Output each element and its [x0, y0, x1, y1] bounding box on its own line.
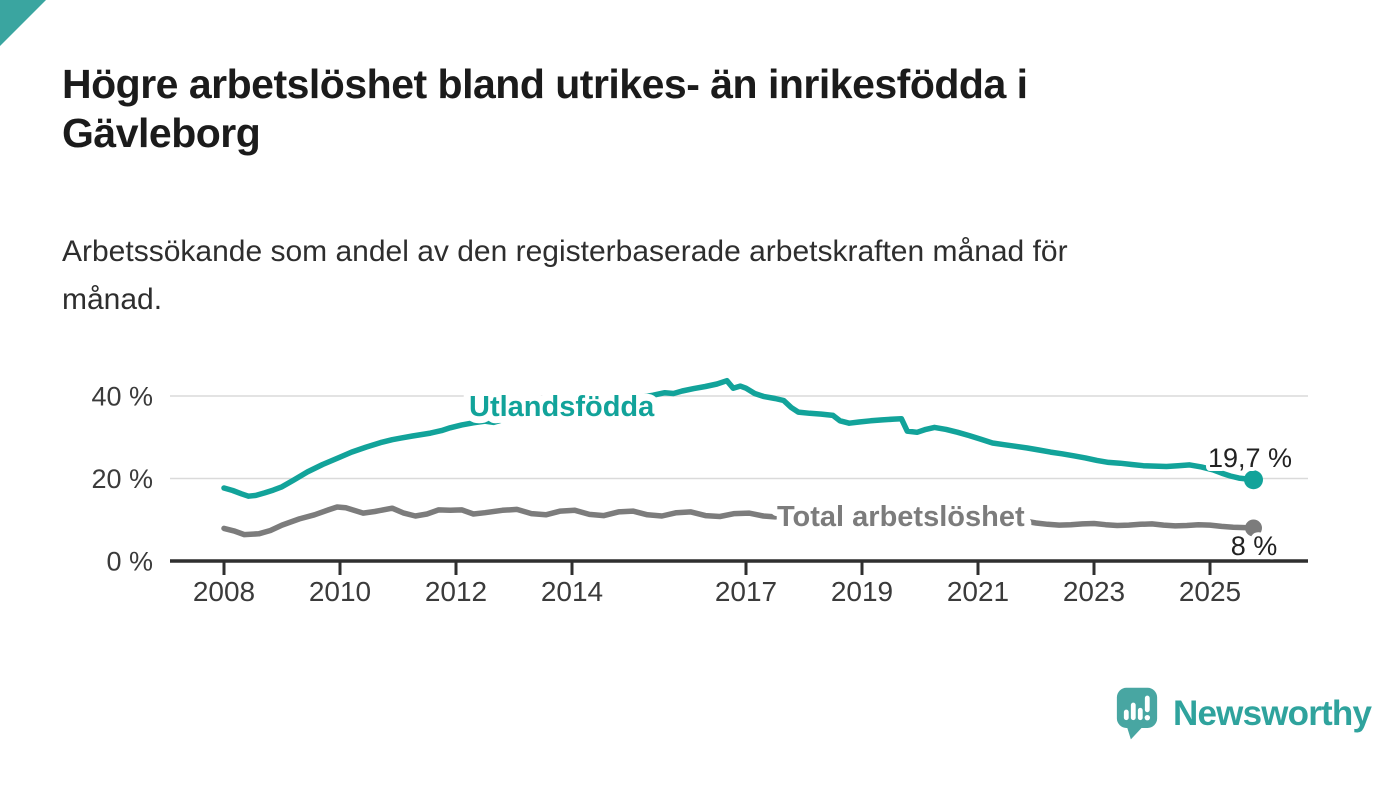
- logo-bar-tall: [1130, 702, 1136, 721]
- end-value-label-utlandsfodda: 19,7 %: [1208, 443, 1292, 473]
- chart-grid-layer: 0 % 20 % 40 %: [91, 382, 1308, 577]
- x-axis-tick-label: 2012: [425, 576, 487, 607]
- y-axis-tick-label: 20 %: [91, 464, 153, 494]
- series-end-dot: [1244, 470, 1263, 490]
- page-title: Högre arbetslöshet bland utrikes- än inr…: [62, 61, 1028, 156]
- logo-exclamation-bar: [1144, 695, 1150, 713]
- x-axis-tick-label: 2008: [193, 576, 255, 607]
- series-end-dot: [1245, 519, 1262, 537]
- newsworthy-logo-text: Newsworthy: [1173, 694, 1372, 733]
- newsworthy-logo-icon: [1116, 687, 1158, 740]
- chart-series-layer: [221, 377, 1263, 538]
- end-value-label-total: 8 %: [1231, 531, 1278, 561]
- chart-axis-layer: 2008 2010 2012 2014 2017 2019 2021 2023 2025: [170, 559, 1308, 607]
- x-axis-tick-label: 2023: [1063, 576, 1125, 607]
- x-axis-tick-label: 2017: [715, 576, 777, 607]
- series-line-utlandsf-dda: [221, 377, 1257, 499]
- series-line-total-arbetsl-shet: [221, 504, 1257, 538]
- logo-exclamation-dot: [1144, 714, 1151, 721]
- x-axis-tick-label: 2010: [309, 576, 371, 607]
- logo-bar-small: [1123, 709, 1129, 721]
- chart-subtitle: Arbetssökande som andel av den registerb…: [62, 235, 1068, 316]
- y-axis-tick-label: 0 %: [106, 547, 153, 577]
- x-axis-tick-label: 2019: [831, 576, 893, 607]
- x-axis-tick-label: 2014: [541, 576, 603, 607]
- series-label-utlandsfodda: Utlandsfödda: [469, 391, 655, 423]
- logo-bar-medium: [1137, 707, 1143, 721]
- newsworthy-logo: Newsworthy: [1116, 684, 1372, 744]
- y-axis-tick-label: 40 %: [91, 382, 153, 412]
- x-axis-tick-label: 2021: [947, 576, 1009, 607]
- series-label-total-arbetsloshet: Total arbetslöshet: [777, 501, 1025, 533]
- x-axis-tick-label: 2025: [1179, 576, 1241, 607]
- corner-accent-triangle: [0, 0, 46, 46]
